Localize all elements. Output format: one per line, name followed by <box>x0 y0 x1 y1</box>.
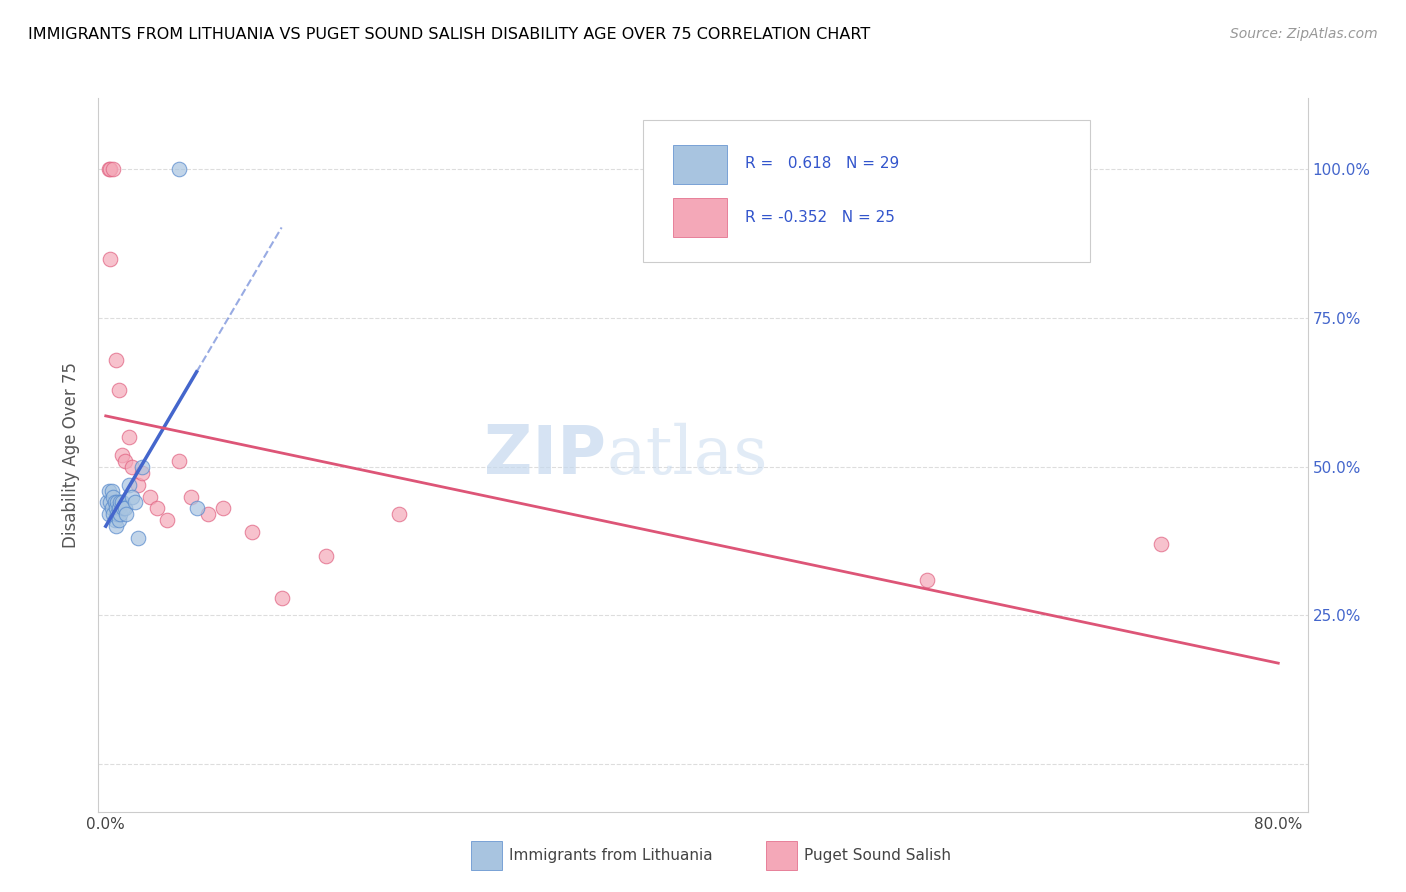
Point <box>97 162 120 177</box>
Point <box>315 549 337 563</box>
Point <box>114 454 136 468</box>
Point <box>111 495 134 509</box>
Point <box>270 591 292 605</box>
Point <box>100 483 122 498</box>
Text: R = -0.352   N = 25: R = -0.352 N = 25 <box>745 210 896 225</box>
Point <box>96 495 118 509</box>
Point <box>138 490 160 504</box>
Point <box>97 508 120 522</box>
Text: atlas: atlas <box>606 422 768 488</box>
Point <box>105 519 128 533</box>
Text: ZIP: ZIP <box>484 422 606 488</box>
Point <box>121 490 143 504</box>
Point <box>101 490 124 504</box>
Point <box>111 448 134 462</box>
Point <box>388 508 411 522</box>
Point <box>98 162 121 177</box>
Point <box>100 501 122 516</box>
Point <box>107 508 129 522</box>
Point <box>103 495 125 509</box>
Y-axis label: Disability Age Over 75: Disability Age Over 75 <box>62 362 80 548</box>
Text: R =   0.618   N = 29: R = 0.618 N = 29 <box>745 156 900 171</box>
Point <box>131 459 153 474</box>
Point <box>915 573 938 587</box>
Point <box>112 501 135 516</box>
Point <box>1150 537 1173 551</box>
Point <box>127 477 149 491</box>
Point <box>108 513 131 527</box>
Point <box>167 162 190 177</box>
Text: Source: ZipAtlas.com: Source: ZipAtlas.com <box>1230 27 1378 41</box>
Point <box>124 495 146 509</box>
Bar <box>673 145 727 184</box>
Text: IMMIGRANTS FROM LITHUANIA VS PUGET SOUND SALISH DISABILITY AGE OVER 75 CORRELATI: IMMIGRANTS FROM LITHUANIA VS PUGET SOUND… <box>28 27 870 42</box>
Point <box>108 383 131 397</box>
Point <box>110 495 132 509</box>
Point <box>180 490 202 504</box>
Point <box>103 513 125 527</box>
Point <box>118 477 141 491</box>
Point <box>156 513 179 527</box>
Text: Puget Sound Salish: Puget Sound Salish <box>804 848 952 863</box>
Point <box>121 459 143 474</box>
Point <box>110 508 132 522</box>
Point <box>167 454 190 468</box>
Point <box>101 162 124 177</box>
Bar <box>673 198 727 237</box>
Point <box>101 508 124 522</box>
Point <box>97 483 120 498</box>
Point <box>108 501 131 516</box>
Point <box>98 252 121 266</box>
Point <box>114 501 136 516</box>
Point <box>107 495 129 509</box>
Point <box>197 508 219 522</box>
Point <box>146 501 169 516</box>
Point <box>131 466 153 480</box>
Point <box>105 501 128 516</box>
Point <box>186 501 208 516</box>
Point <box>118 430 141 444</box>
Point <box>105 352 128 367</box>
Point <box>212 501 235 516</box>
Text: Immigrants from Lithuania: Immigrants from Lithuania <box>509 848 713 863</box>
Point <box>240 525 263 540</box>
Point <box>115 508 138 522</box>
Point <box>127 531 149 545</box>
Point <box>98 495 121 509</box>
FancyBboxPatch shape <box>643 120 1090 262</box>
